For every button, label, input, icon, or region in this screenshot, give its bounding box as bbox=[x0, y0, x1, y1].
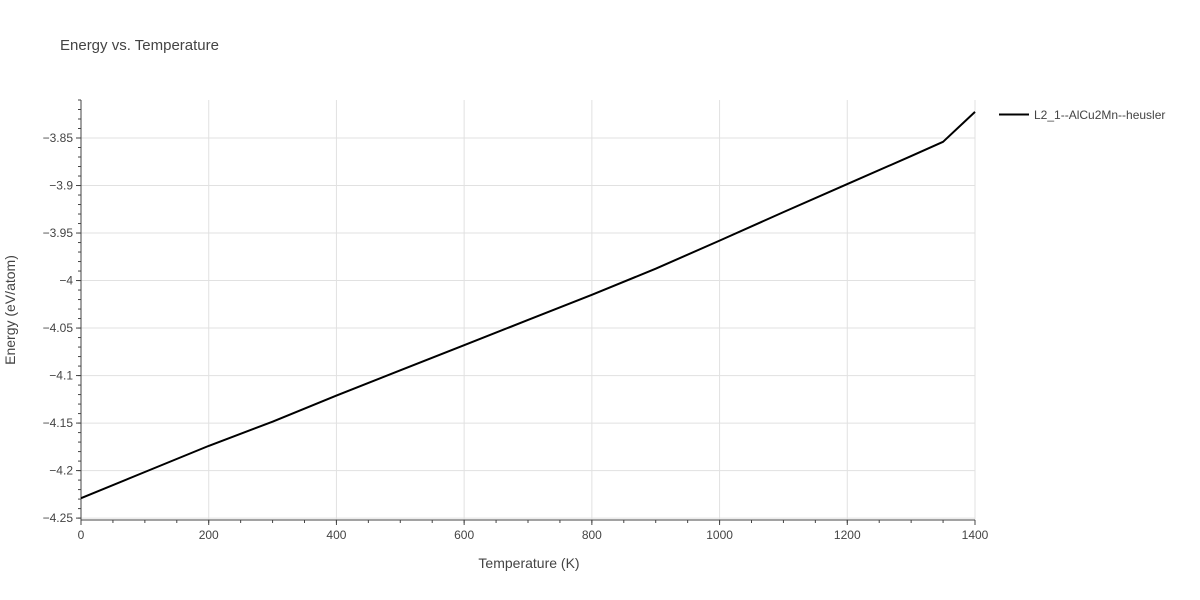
y-axis-title: Energy (eV/atom) bbox=[2, 255, 18, 365]
x-tick-label: 800 bbox=[582, 528, 602, 542]
x-tick-label: 600 bbox=[454, 528, 474, 542]
y-tick-label: −4.25 bbox=[43, 511, 74, 525]
x-tick-label: 1400 bbox=[962, 528, 989, 542]
grid bbox=[81, 100, 976, 520]
x-tick-label: 0 bbox=[78, 528, 85, 542]
y-tick-label: −3.85 bbox=[43, 131, 74, 145]
chart-title: Energy vs. Temperature bbox=[60, 37, 219, 54]
y-tick-label: −4.05 bbox=[43, 321, 74, 335]
x-tick-label: 1000 bbox=[706, 528, 733, 542]
x-tick-label: 400 bbox=[326, 528, 346, 542]
x-tick-label: 200 bbox=[199, 528, 219, 542]
series-layer bbox=[80, 111, 976, 500]
x-tick-label: 1200 bbox=[834, 528, 861, 542]
y-tick-label: −3.9 bbox=[49, 179, 73, 193]
y-tick-label: −4.1 bbox=[49, 369, 73, 383]
y-tick-label: −4.15 bbox=[43, 416, 74, 430]
legend-label: L2_1--AlCu2Mn--heusler bbox=[1034, 108, 1165, 122]
axes bbox=[80, 100, 975, 521]
legend[interactable]: L2_1--AlCu2Mn--heusler bbox=[999, 108, 1165, 122]
x-axis-title: Temperature (K) bbox=[478, 555, 579, 571]
y-tick-label: −3.95 bbox=[43, 226, 74, 240]
ticks: 0 200 400 600 800 1000 1200 1400 −4.25 −4.2 −4.15 −… bbox=[43, 99, 989, 542]
y-tick-label: −4 bbox=[59, 274, 73, 288]
series-line bbox=[80, 111, 976, 500]
y-tick-label: −4.2 bbox=[49, 464, 73, 478]
